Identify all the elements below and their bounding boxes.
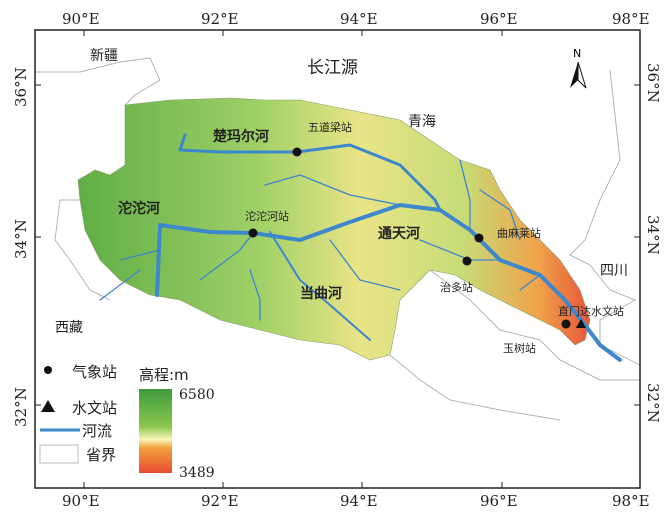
lon-top-94: 94°E	[340, 10, 378, 28]
station-zhiduo-marker	[462, 256, 472, 266]
tick-marks	[35, 30, 640, 488]
legend-hydro-station-icon	[41, 400, 55, 412]
station-qumalai-marker	[474, 233, 484, 243]
river-label-chumaer: 楚玛尔河	[212, 128, 269, 145]
north-arrow-icon: N	[570, 47, 587, 89]
station-label-wudaoliang: 五道梁站	[308, 120, 352, 134]
lon-bottom-98: 98°E	[612, 492, 650, 510]
station-label-zhiduo: 治多站	[440, 280, 473, 294]
river-chumaer	[178, 133, 442, 212]
region-sichuan: 四川	[600, 263, 628, 279]
legend-met-station-icon	[44, 366, 52, 374]
river-label-dangqu: 当曲河	[300, 285, 342, 302]
legend-elev-min: 3489	[179, 465, 215, 481]
legend-elevation-bar	[139, 389, 172, 473]
legend-hydro-station-label: 水文站	[72, 399, 117, 417]
lon-top-98: 98°E	[612, 10, 650, 28]
station-zhimenda-marker	[576, 319, 586, 328]
lon-bottom-90: 90°E	[62, 492, 100, 510]
lat-left-36: 36°N	[12, 67, 30, 107]
lon-bottom-92: 92°E	[201, 492, 239, 510]
rivers	[99, 133, 622, 362]
lon-bottom-96: 96°E	[480, 492, 518, 510]
lon-top-92: 92°E	[201, 10, 239, 28]
legend-elevation-title: 高程:m	[139, 366, 189, 384]
map-title: 长江源	[307, 58, 358, 78]
region-xinjiang: 新疆	[90, 48, 118, 64]
region-qinghai: 青海	[408, 114, 436, 130]
lon-top-90: 90°E	[62, 10, 100, 28]
station-label-qumalai: 曲麻莱站	[497, 226, 541, 240]
river-dangqu	[269, 231, 371, 341]
station-tuotuohe-marker	[248, 228, 258, 238]
legend-river-label: 河流	[82, 422, 112, 440]
legend-province-label: 省界	[86, 446, 116, 464]
legend-province-icon	[39, 444, 79, 464]
legend-met-station-label: 气象站	[72, 363, 117, 381]
lat-right-34: 34°N	[644, 215, 662, 255]
station-label-zhimenda: 直门达水文站	[558, 304, 624, 318]
svg-text:N: N	[573, 47, 581, 60]
station-label-tuotuohe: 沱沱河站	[245, 209, 289, 223]
station-yushu-marker	[561, 319, 571, 329]
river-label-tuotuo: 沱沱河	[118, 200, 160, 217]
lon-top-96: 96°E	[480, 10, 518, 28]
lat-right-32: 32°N	[644, 383, 662, 423]
stations	[248, 147, 586, 329]
province-boundaries	[36, 57, 641, 421]
legend: 气象站 水文站 河流 省界 高程:m 6580 3489	[39, 363, 215, 481]
lat-right-36: 36°N	[644, 63, 662, 103]
region-xizang: 西藏	[55, 320, 83, 336]
map-frame	[34, 29, 641, 489]
legend-elev-max: 6580	[179, 387, 215, 403]
station-label-yushu: 玉树站	[503, 341, 536, 355]
lat-left-32: 32°N	[12, 387, 30, 427]
lon-bottom-94: 94°E	[340, 492, 378, 510]
lat-left-34: 34°N	[12, 219, 30, 259]
station-wudaoliang-marker	[292, 147, 302, 157]
river-label-tongtian: 通天河	[378, 225, 420, 242]
